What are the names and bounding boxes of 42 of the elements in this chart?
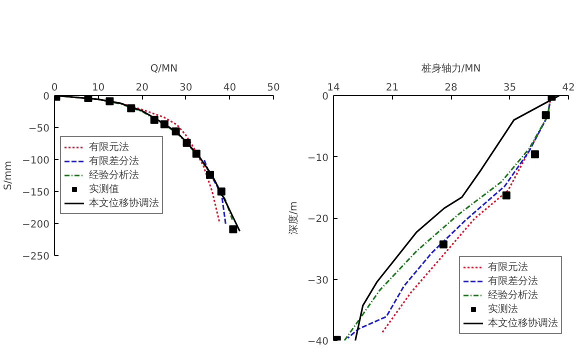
point xyxy=(439,240,448,248)
x-tick-label: 21 xyxy=(386,82,399,94)
point xyxy=(530,150,539,158)
point xyxy=(542,111,550,120)
point xyxy=(229,225,238,234)
x-tick-label: 40 xyxy=(223,82,236,94)
line-series xyxy=(203,159,227,226)
x-tick-label: 42 xyxy=(562,82,575,94)
y-axis-title: 深度/m xyxy=(287,201,300,235)
x-axis-title: 桩身轴力/MN xyxy=(420,62,481,74)
y-tick-label: 0 xyxy=(322,92,329,102)
legend-label: 经验分析法 xyxy=(89,168,139,182)
y-tick-label: −150 xyxy=(22,188,50,198)
y-tick-label: −200 xyxy=(22,220,50,230)
x-tick-label: 0 xyxy=(51,82,58,94)
y-tick-label: −30 xyxy=(307,275,329,286)
legend-label: 实测法 xyxy=(488,302,518,316)
y-tick-label: −250 xyxy=(22,252,50,262)
x-tick-label: 30 xyxy=(180,82,192,94)
y-axis-title: S/mm xyxy=(3,160,14,190)
legend-label: 有限差分法 xyxy=(89,154,139,168)
y-tick-label: −50 xyxy=(28,124,50,134)
legend-label: 有限差分法 xyxy=(488,274,538,288)
legend-label: 实测值 xyxy=(89,182,119,196)
x-tick-label: 14 xyxy=(327,82,340,94)
y-tick-label: −100 xyxy=(22,156,50,166)
y-tick-label: −10 xyxy=(307,152,329,164)
x-tick-label: 28 xyxy=(444,82,458,94)
legend-label: 经验分析法 xyxy=(488,288,538,302)
y-tick-label: −40 xyxy=(307,336,329,348)
legend-label: 有限元法 xyxy=(89,140,129,154)
legend-label: 本文位移协调法 xyxy=(488,316,558,330)
y-tick-label: −20 xyxy=(307,214,329,225)
point xyxy=(502,191,510,200)
x-tick-label: 35 xyxy=(503,82,516,94)
y-tick-label: 0 xyxy=(43,92,50,102)
legend-label: 有限元法 xyxy=(488,260,528,274)
x-tick-label: 50 xyxy=(267,82,280,94)
x-tick-label: 20 xyxy=(136,82,148,94)
x-axis-title: Q/MN xyxy=(150,64,178,74)
legend-label: 本文位移协调法 xyxy=(89,196,159,210)
x-tick-label: 10 xyxy=(92,82,105,94)
